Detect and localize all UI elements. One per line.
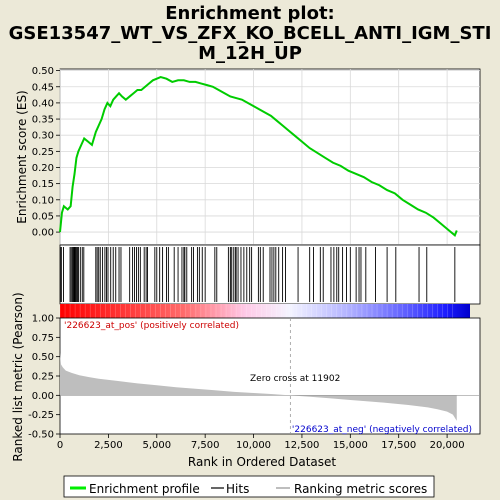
chart-title-line3: M_12H_UP (198, 43, 302, 64)
es-y-tick-label: 0.10 (32, 195, 54, 206)
es-y-tick-label: 0.15 (32, 179, 54, 190)
es-y-tick-label: 0.35 (32, 115, 54, 126)
chart-title-line2: GSE13547_WT_VS_ZFX_KO_BCELL_ANTI_IGM_STI (9, 23, 492, 44)
enrichment-profile-line (59, 76, 458, 237)
es-y-tick-label: 0.45 (32, 82, 54, 93)
metric-y-tick-label: -0.50 (28, 430, 54, 441)
rank-color-bar (60, 304, 470, 318)
metric-y-tick-label: 0.25 (32, 372, 54, 383)
ranking-metric-area (60, 352, 457, 421)
metric-y-axis: -0.50 -0.25 0.00 0.25 0.50 0.75 1.00 (28, 314, 60, 441)
x-tick-label: 7,500 (191, 440, 220, 451)
negative-correlation-label: '226623_at_neg' (negatively correlated) (292, 425, 472, 435)
x-tick-label: 5,000 (142, 440, 171, 451)
es-y-tick-label: 0.40 (32, 98, 54, 109)
legend-label-ranking: Ranking metric scores (294, 482, 427, 496)
metric-y-tick-label: -0.25 (28, 410, 54, 421)
metric-y-tick-label: 0.75 (32, 333, 54, 344)
x-tick-label: 17,500 (381, 440, 416, 451)
x-axis-label: Rank in Ordered Dataset (188, 455, 336, 469)
legend-label-enrichment: Enrichment profile (89, 482, 200, 496)
es-y-tick-label: 0.30 (32, 131, 54, 142)
zero-cross-label: Zero cross at 11902 (250, 374, 340, 384)
x-tick-label: 2,500 (94, 440, 123, 451)
es-y-axis: 0.00 0.05 0.10 0.15 0.20 0.25 0.30 0.35 0.40 0.45… (32, 66, 60, 239)
es-y-tick-label: 0.50 (32, 66, 54, 77)
metric-y-tick-label: 1.00 (32, 314, 54, 325)
positive-correlation-label: '226623_at_pos' (positively correlated) (64, 321, 239, 331)
es-y-axis-label: Enrichment score (ES) (15, 90, 29, 223)
x-tick-label: 15,000 (333, 440, 368, 451)
es-y-tick-label: 0.05 (32, 211, 54, 222)
rank-color-bar-stripes (59, 304, 453, 318)
es-gridlines (59, 69, 480, 245)
metric-y-tick-label: 0.50 (32, 352, 54, 363)
x-axis: 0 2,500 5,000 7,500 10,000 12,500 15,000 17,500… (57, 434, 465, 451)
metric-y-tick-label: 0.00 (32, 391, 54, 402)
x-tick-label: 20,000 (430, 440, 465, 451)
x-tick-label: 0 (57, 440, 63, 451)
metric-y-axis-label: Ranked list metric (Pearson) (11, 292, 25, 461)
es-y-tick-label: 0.25 (32, 147, 54, 158)
chart-title-line1: Enrichment plot: (165, 3, 335, 24)
legend-label-hits: Hits (226, 482, 249, 496)
es-y-tick-label: 0.20 (32, 163, 54, 174)
x-tick-label: 12,500 (284, 440, 319, 451)
es-panel-frame (59, 68, 481, 246)
x-tick-label: 10,000 (236, 440, 271, 451)
hit-markers (59, 247, 456, 302)
legend-box (63, 475, 435, 498)
es-y-tick-label: 0.00 (32, 228, 54, 239)
